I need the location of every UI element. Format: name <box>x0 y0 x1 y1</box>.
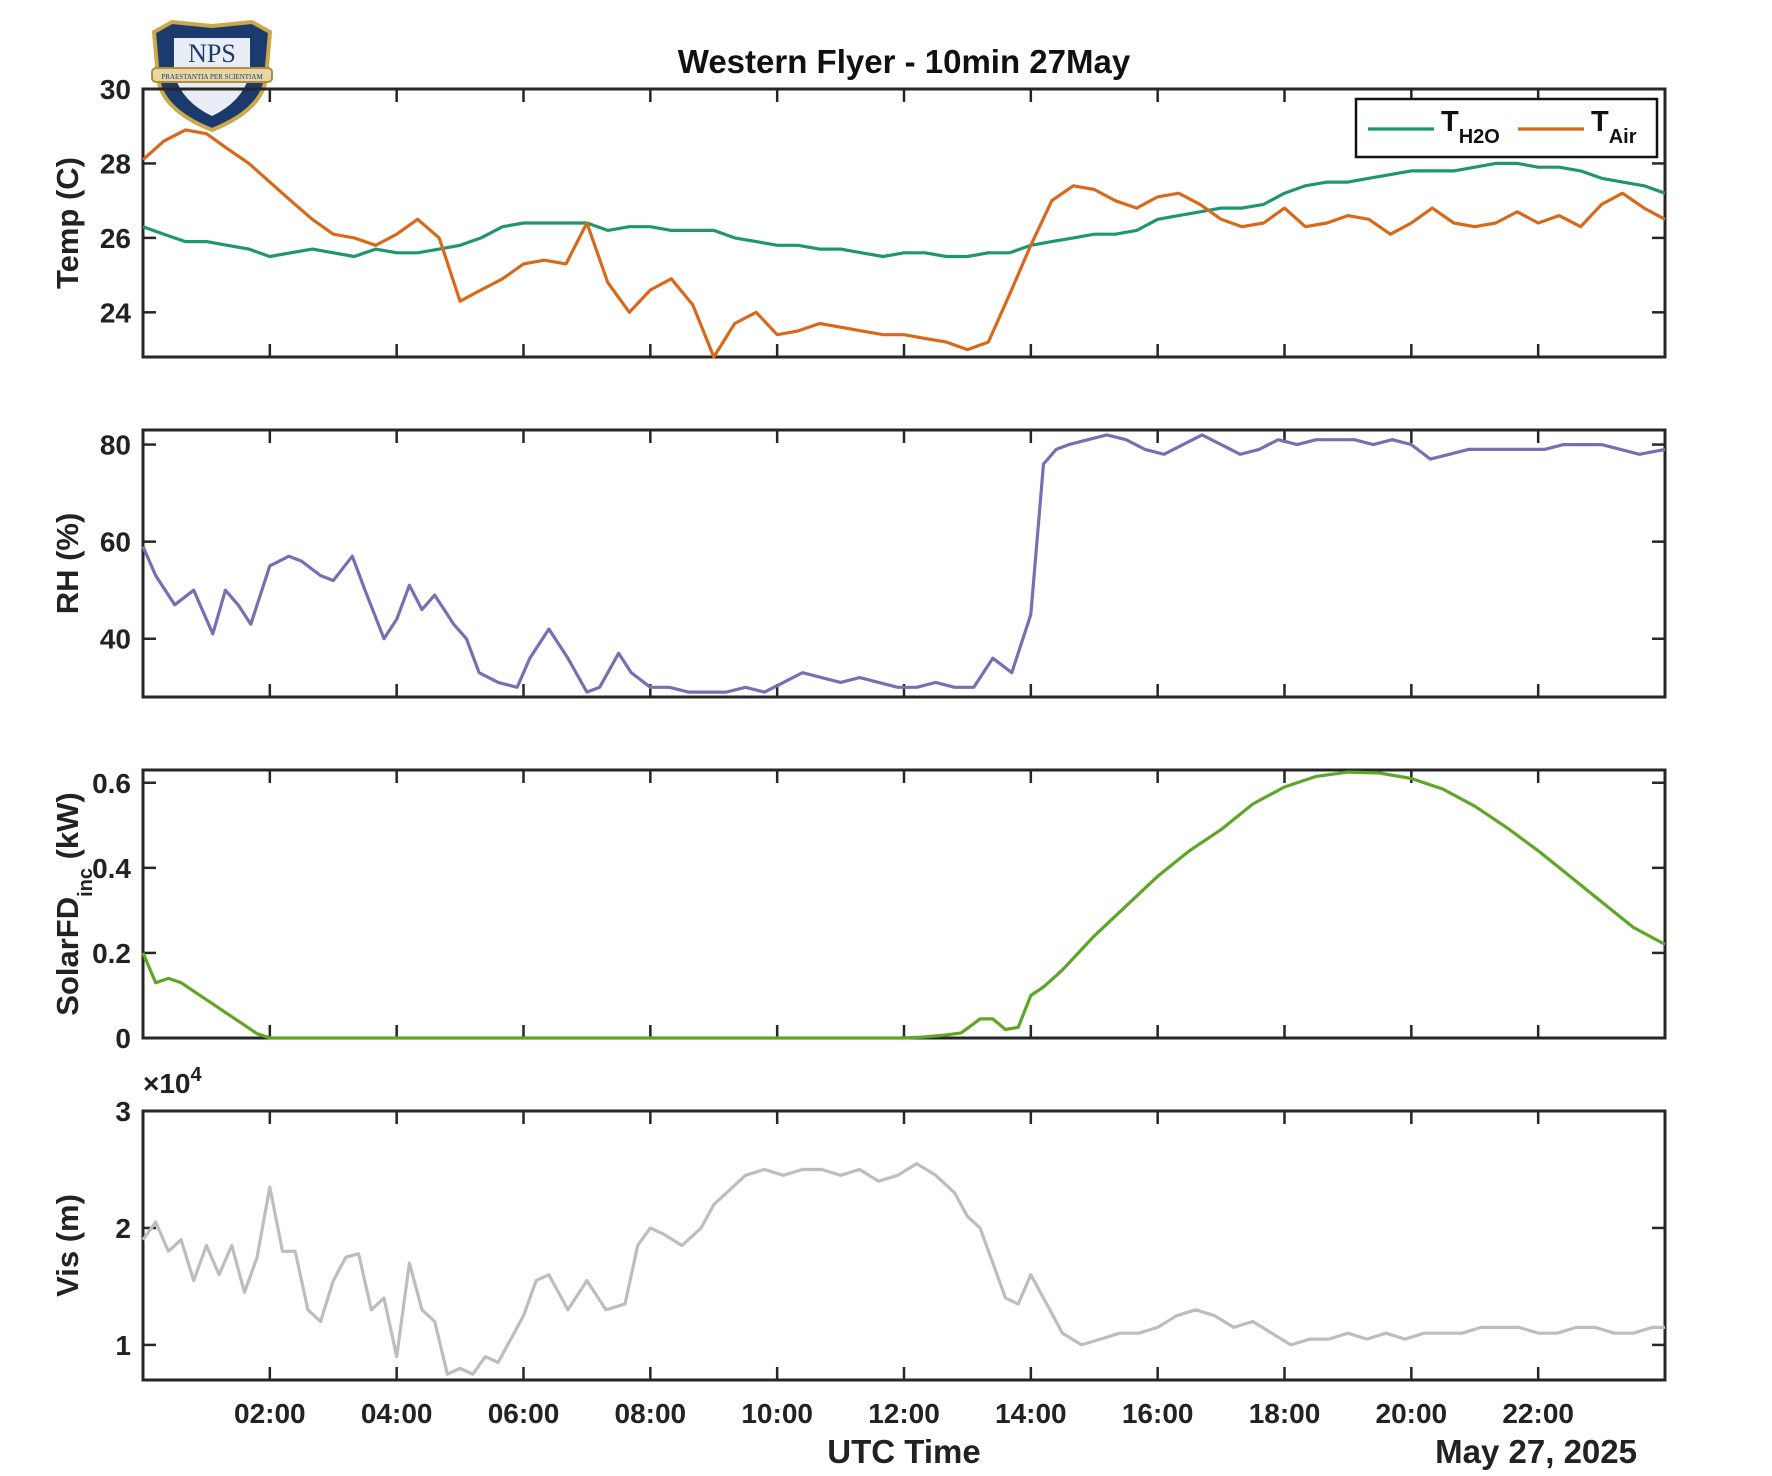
y-tick-label: 28 <box>100 148 131 179</box>
panels: 24 26 28 30 Temp (C) TH2O TAir 40 60 80 RH (%) 0 0.2… <box>50 74 1667 1429</box>
y-tick-label: 0.4 <box>92 853 131 884</box>
y-axis-label: SolarFDinc (kW) <box>50 792 97 1016</box>
y-tick-label: 26 <box>100 223 131 254</box>
axes-frame <box>141 428 1667 699</box>
y-tick-label: 0.6 <box>92 768 131 799</box>
x-tick-label: 08:00 <box>615 1398 687 1429</box>
y-tick-label: 80 <box>100 430 131 461</box>
y-axis-label: Vis (m) <box>50 1194 85 1297</box>
y-tick-label: 40 <box>100 624 131 655</box>
x-tick-label: 02:00 <box>234 1398 306 1429</box>
nps-logo: NPS PRAESTANTIA PER SCIENTIAM <box>151 19 273 133</box>
axes-frame <box>141 1109 1667 1382</box>
date-label: May 27, 2025 <box>1435 1433 1637 1470</box>
x-tick-label: 14:00 <box>995 1398 1067 1429</box>
x-tick-label: 04:00 <box>361 1398 433 1429</box>
series-line-vis <box>141 1161 1665 1376</box>
y-tick-label: 2 <box>115 1213 131 1244</box>
panel-2: 40 60 80 RH (%) <box>50 428 1667 699</box>
x-tick-label: 16:00 <box>1122 1398 1194 1429</box>
panel-1: 24 26 28 30 Temp (C) TH2O TAir <box>50 74 1667 359</box>
logo-motto: PRAESTANTIA PER SCIENTIAM <box>161 73 263 81</box>
y-tick-label: 3 <box>115 1096 131 1127</box>
chart-title: Western Flyer - 10min 27May <box>678 43 1131 80</box>
y-axis-label: RH (%) <box>50 513 85 615</box>
logo-wordmark: NPS <box>188 39 236 68</box>
series-line-rh <box>141 433 1666 694</box>
y-tick-label: 1 <box>115 1330 131 1361</box>
axes-frame <box>141 768 1667 1040</box>
legend: TH2O TAir <box>1354 97 1659 159</box>
panel-4: 02:00 04:00 06:00 08:00 10:00 12:00 14:00 16:00… <box>50 1064 1667 1429</box>
legend-box <box>1354 97 1659 159</box>
y-axis-label: Temp (C) <box>50 157 85 289</box>
x-tick-label: 20:00 <box>1376 1398 1448 1429</box>
x-tick-label: 06:00 <box>488 1398 560 1429</box>
series-line-solar <box>141 770 1666 1040</box>
x-tick-label: 10:00 <box>741 1398 813 1429</box>
x-tick-label: 18:00 <box>1249 1398 1321 1429</box>
series-line-t-h2o <box>142 161 1666 259</box>
y-tick-label: 24 <box>100 297 132 328</box>
y-tick-label: 30 <box>100 74 131 105</box>
series-line-t-air <box>141 128 1666 359</box>
y-tick-label: 60 <box>100 527 131 558</box>
y-tick-label: 0 <box>115 1023 131 1054</box>
y-exponent-label: ×104 <box>143 1064 203 1099</box>
x-tick-label: 22:00 <box>1502 1398 1574 1429</box>
y-tick-label: 0.2 <box>92 938 131 969</box>
x-tick-label: 12:00 <box>868 1398 940 1429</box>
x-axis-label: UTC Time <box>827 1433 980 1470</box>
